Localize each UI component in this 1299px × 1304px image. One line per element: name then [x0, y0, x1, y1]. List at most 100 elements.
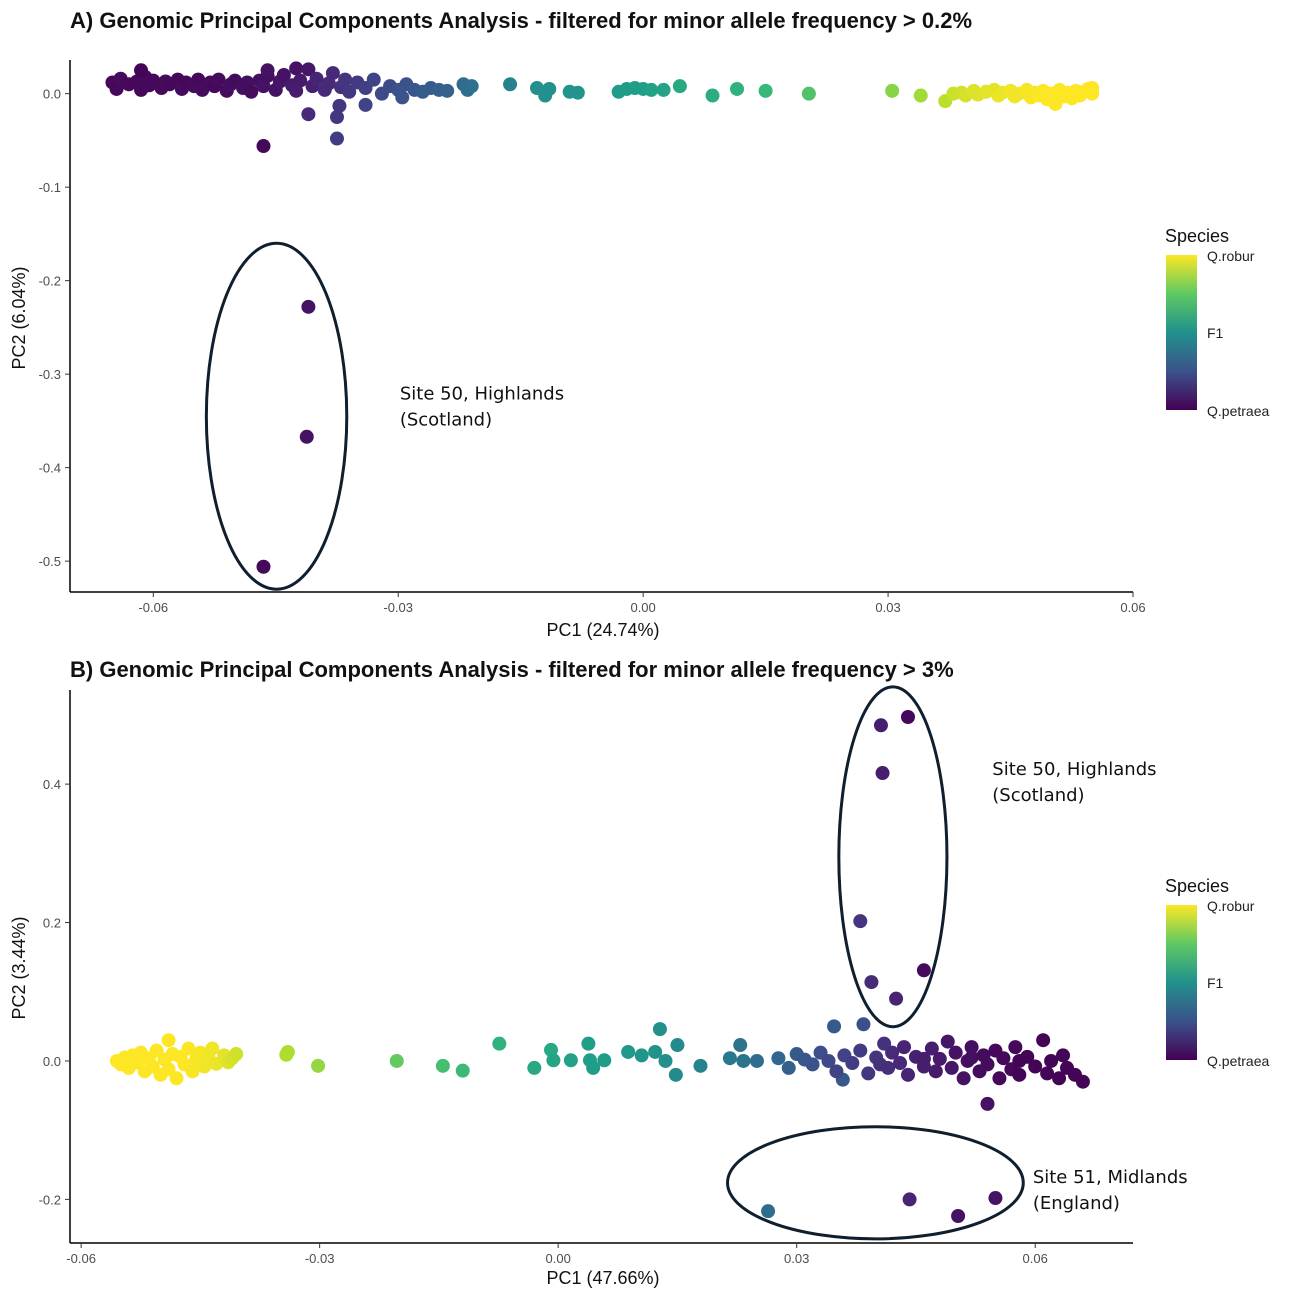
panel-b-y-tick-label: 0.2	[43, 916, 61, 931]
panel-b-point	[861, 1066, 876, 1081]
panel-b-point	[492, 1036, 507, 1051]
panel-b-point	[1036, 1033, 1051, 1048]
panel-b-point	[1040, 1066, 1055, 1081]
panel-b-point	[902, 1192, 917, 1207]
panel-b-point	[563, 1053, 578, 1068]
panel-b-point	[597, 1053, 612, 1068]
panel-b-point	[951, 1209, 966, 1224]
panel-b-x-tick-label: -0.06	[66, 1251, 96, 1266]
panel-b-point	[389, 1053, 404, 1068]
panel-b-point	[581, 1036, 596, 1051]
panel-b-point	[821, 1053, 836, 1068]
panel-b-point	[928, 1064, 943, 1079]
panel-b-y-tick-label: 0.0	[43, 1054, 61, 1069]
panel-a-point	[464, 79, 479, 94]
panel-a-point	[325, 66, 340, 81]
panel-a-y-tick-label: 0.0	[43, 87, 61, 102]
panel-b-point	[956, 1071, 971, 1086]
panel-a-point	[260, 63, 275, 78]
panel-b-point	[1075, 1074, 1090, 1089]
panel-b-annotation-text: (Scotland)	[992, 785, 1084, 806]
panel-b-annotation-text: Site 51, Midlands	[1033, 1167, 1188, 1188]
panel-b-point	[853, 914, 868, 929]
panel-a-point	[289, 61, 304, 76]
panel-b-point	[527, 1060, 542, 1075]
panel-b-point	[900, 709, 915, 724]
panel-a-x-tick-label: 0.00	[630, 600, 655, 615]
panel-a-x-tick-label: 0.06	[1120, 600, 1145, 615]
panel-a-x-tick-label: 0.03	[875, 600, 900, 615]
panel-b-point	[749, 1053, 764, 1068]
panel-a-point	[395, 90, 410, 105]
panel-b-legend-petraea: Q.petraea	[1207, 1053, 1269, 1069]
panel-a-y-tick-label: -0.1	[39, 180, 61, 195]
panel-b-point	[1056, 1048, 1071, 1063]
panel-a-point	[299, 429, 314, 444]
panel-a-legend-title: Species	[1165, 226, 1229, 246]
panel-b-point	[881, 1060, 896, 1075]
panel-a-point	[332, 98, 347, 113]
panel-a-point	[758, 83, 773, 98]
panel-b-point	[900, 1067, 915, 1082]
panel-b-point	[185, 1064, 200, 1079]
panel-b-point	[435, 1058, 450, 1073]
panel-a-point	[329, 110, 344, 125]
panel-b-point	[149, 1043, 164, 1058]
panel-b-point	[1012, 1067, 1027, 1082]
panel-a-point	[801, 86, 816, 101]
panel-a-x-tick-label: -0.03	[383, 600, 413, 615]
panel-b-point	[652, 1022, 667, 1037]
panel-b-point	[181, 1041, 196, 1056]
panel-b-point	[1028, 1059, 1043, 1074]
panel-a-x-tick-label: -0.06	[138, 600, 168, 615]
panel-b-point	[996, 1051, 1011, 1066]
panel-b-annotation-ellipse	[726, 1125, 1025, 1241]
panel-a-point	[211, 72, 226, 87]
panel-a-point	[672, 79, 687, 94]
panel-b-annotation-ellipse	[837, 685, 949, 1029]
panel-b-x-tick-label: 0.06	[1023, 1251, 1048, 1266]
panel-a-point	[134, 63, 149, 78]
panel-b-x-tick-label: 0.00	[546, 1251, 571, 1266]
panel-b-point	[856, 1017, 871, 1032]
panel-b-point	[877, 1036, 892, 1051]
panel-b-point	[722, 1051, 737, 1066]
panel-b-colorbar	[1166, 905, 1197, 1060]
panel-a-point	[542, 81, 557, 96]
panel-b-x-label: PC1 (47.66%)	[546, 1268, 659, 1288]
panel-b-y-label: PC2 (3.44%)	[9, 916, 29, 1019]
panel-a-point	[301, 299, 316, 314]
panel-a-annotation-text: (Scotland)	[400, 409, 492, 430]
panel-a-point	[366, 72, 381, 87]
panel-b-legend-title: Species	[1165, 876, 1229, 896]
panel-b-point	[205, 1041, 220, 1056]
panel-b-points	[109, 709, 1090, 1224]
panel-b-point	[827, 1019, 842, 1034]
panel-b-point	[829, 1064, 844, 1079]
panel-b-point	[1052, 1071, 1067, 1086]
panel-b-point	[964, 1050, 979, 1065]
panel-a-point	[1085, 81, 1100, 96]
panel-b-point	[944, 1060, 959, 1075]
panel-a-y-label: PC2 (6.04%)	[9, 266, 29, 369]
panel-b-point	[805, 1057, 820, 1072]
panel-a-point	[358, 97, 373, 112]
panel-a-point	[329, 131, 344, 146]
panel-b-point	[873, 718, 888, 733]
panel-b-point	[853, 1043, 868, 1058]
panel-b-point	[761, 1204, 776, 1219]
panel-a-point	[656, 82, 671, 97]
panel-a-y-tick-label: -0.3	[39, 367, 61, 382]
panel-b-point	[781, 1060, 796, 1075]
panel-a-point	[256, 139, 271, 154]
panel-b-point	[885, 1045, 900, 1060]
panel-a-point	[885, 83, 900, 98]
panel-a-title: A) Genomic Principal Components Analysis…	[70, 8, 972, 33]
panel-a-point	[309, 71, 324, 86]
panel-b-point	[992, 1071, 1007, 1086]
panel-b-point	[1044, 1053, 1059, 1068]
panel-a-point	[244, 84, 259, 99]
panel-b-point	[889, 991, 904, 1006]
panel-a-point	[342, 84, 357, 99]
